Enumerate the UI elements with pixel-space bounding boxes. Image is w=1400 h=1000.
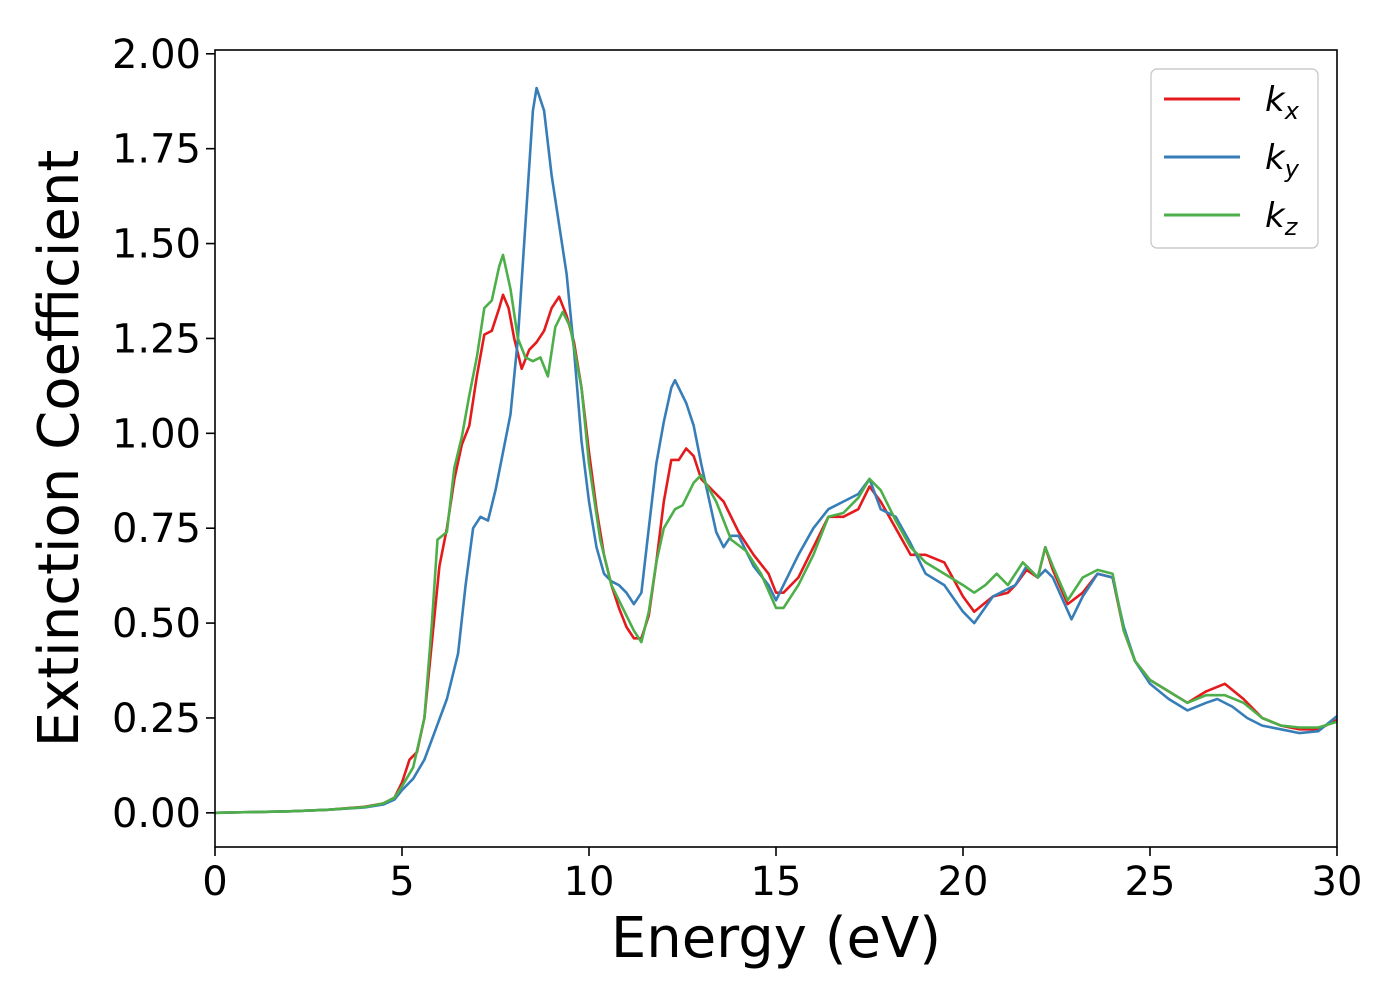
x-tick-label: 25 xyxy=(1125,859,1176,905)
x-tick-label: 0 xyxy=(202,859,227,905)
y-tick-label: 0.75 xyxy=(112,506,201,552)
y-tick-label: 1.50 xyxy=(112,222,201,268)
x-axis: 0 5 10 15 20 25 30 xyxy=(202,847,1362,905)
x-axis-label: Energy (eV) xyxy=(611,906,941,971)
y-tick-label: 1.75 xyxy=(112,127,201,173)
y-tick-label: 0.00 xyxy=(112,791,201,837)
x-tick-label: 15 xyxy=(751,859,802,905)
legend: kx ky kz xyxy=(1150,68,1319,249)
y-axis-label: Extinction Coefficient xyxy=(27,150,92,748)
x-tick-label: 30 xyxy=(1312,859,1363,905)
x-tick-label: 5 xyxy=(389,859,414,905)
series-line-y xyxy=(215,86,1337,815)
plot-lines xyxy=(215,86,1337,815)
legend-label-z: kz xyxy=(1265,196,1299,241)
y-tick-label: 1.25 xyxy=(112,316,201,362)
legend-label-y: ky xyxy=(1265,138,1300,183)
y-tick-label: 0.50 xyxy=(112,601,201,647)
y-axis: 0.00 0.25 0.50 0.75 1.00 1.25 1.50 1.75 2.00 xyxy=(112,32,215,837)
y-tick-label: 1.00 xyxy=(112,411,201,457)
legend-label-x: kx xyxy=(1265,80,1300,125)
y-tick-label: 0.25 xyxy=(112,696,201,742)
series-line-x xyxy=(215,293,1337,815)
series-line-z xyxy=(215,253,1337,815)
y-tick-label: 2.00 xyxy=(112,32,201,78)
x-tick-label: 20 xyxy=(938,859,989,905)
x-tick-label: 10 xyxy=(564,859,615,905)
